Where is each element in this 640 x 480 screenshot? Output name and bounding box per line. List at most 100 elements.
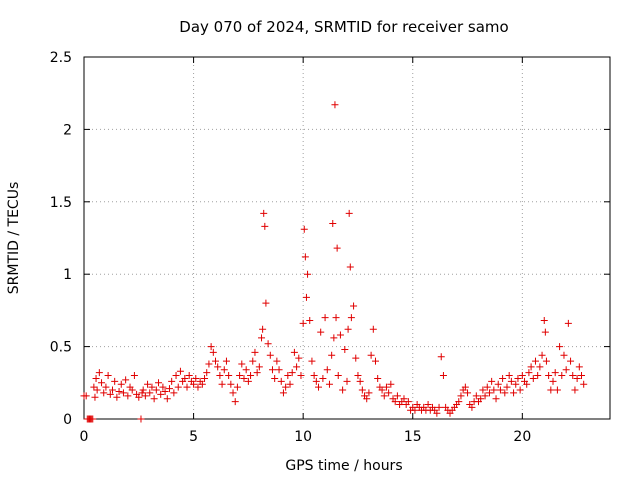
data-point xyxy=(411,406,419,414)
data-point xyxy=(98,379,106,387)
data-point xyxy=(567,357,575,365)
data-point xyxy=(439,372,447,380)
data-point xyxy=(229,389,237,397)
data-point xyxy=(111,377,119,385)
data-point xyxy=(139,386,147,394)
data-point xyxy=(578,372,586,380)
data-point xyxy=(102,383,110,391)
data-point xyxy=(523,380,531,388)
data-point xyxy=(288,369,296,377)
data-point xyxy=(542,357,550,365)
data-point xyxy=(518,372,526,380)
data-point xyxy=(545,372,553,380)
data-point xyxy=(315,383,323,391)
data-point xyxy=(527,363,535,371)
data-point xyxy=(183,383,191,391)
data-point xyxy=(494,380,502,388)
data-point xyxy=(424,401,432,409)
data-point xyxy=(354,372,362,380)
data-point xyxy=(144,380,152,388)
data-point xyxy=(464,389,472,397)
data-point xyxy=(536,363,544,371)
data-point xyxy=(371,357,379,365)
x-tick-label: 20 xyxy=(513,429,531,445)
data-point xyxy=(293,363,301,371)
data-point xyxy=(255,363,263,371)
data-point xyxy=(251,348,259,356)
data-point xyxy=(468,403,476,411)
y-tick-label: 0 xyxy=(63,412,72,428)
data-point xyxy=(249,357,257,365)
data-point xyxy=(244,377,252,385)
data-point xyxy=(382,383,390,391)
data-point xyxy=(168,377,176,385)
data-points xyxy=(80,101,588,423)
data-point xyxy=(242,366,250,374)
data-point xyxy=(282,383,290,391)
data-point xyxy=(207,343,215,351)
data-point xyxy=(135,393,143,401)
data-point xyxy=(558,372,566,380)
data-point xyxy=(472,392,480,400)
data-point xyxy=(580,380,588,388)
data-point xyxy=(369,325,377,333)
data-point xyxy=(339,386,347,394)
data-point xyxy=(483,383,491,391)
data-point xyxy=(496,386,504,394)
data-point xyxy=(266,351,274,359)
data-point xyxy=(108,386,116,394)
data-point xyxy=(225,372,233,380)
data-point xyxy=(212,357,219,365)
data-point xyxy=(365,389,373,397)
data-point xyxy=(571,386,579,394)
data-point xyxy=(258,334,266,342)
chart-title: Day 070 of 2024, SRMTID for receiver sam… xyxy=(179,18,508,36)
data-point xyxy=(220,366,228,374)
data-point xyxy=(330,334,338,342)
data-point xyxy=(271,374,279,382)
data-point xyxy=(333,244,341,252)
data-point xyxy=(247,372,255,380)
data-point xyxy=(547,386,555,394)
data-point xyxy=(240,374,248,382)
data-point xyxy=(479,386,487,394)
data-point xyxy=(358,386,366,394)
data-point xyxy=(308,357,316,365)
data-point xyxy=(457,392,465,400)
data-point xyxy=(128,386,136,394)
data-point xyxy=(174,383,182,391)
data-point xyxy=(564,319,572,327)
data-point xyxy=(481,392,489,400)
data-point xyxy=(516,386,524,394)
data-point xyxy=(331,101,339,109)
data-point xyxy=(165,385,173,393)
x-axis-title: GPS time / hours xyxy=(285,458,402,474)
data-point xyxy=(477,395,485,403)
data-point xyxy=(387,380,395,388)
data-point xyxy=(514,374,522,382)
data-point xyxy=(130,372,138,380)
grid-lines xyxy=(84,57,610,419)
data-point xyxy=(192,374,200,382)
data-point xyxy=(560,351,568,359)
data-point xyxy=(556,343,564,351)
data-point xyxy=(286,380,294,388)
data-point xyxy=(90,383,98,391)
data-point xyxy=(92,374,100,382)
y-tick-label: 1.5 xyxy=(50,195,72,211)
data-point xyxy=(299,319,307,327)
data-point xyxy=(117,380,125,388)
data-point xyxy=(231,398,239,406)
data-point xyxy=(531,357,539,365)
data-point xyxy=(203,369,211,377)
data-point xyxy=(404,398,412,406)
data-point xyxy=(119,389,127,397)
data-point xyxy=(295,354,303,362)
data-point xyxy=(455,398,463,406)
data-point xyxy=(501,389,509,397)
data-point xyxy=(319,374,327,382)
data-point xyxy=(122,376,130,384)
data-point xyxy=(553,386,561,394)
data-point xyxy=(113,393,121,401)
y-tick-label: 2 xyxy=(63,122,72,138)
